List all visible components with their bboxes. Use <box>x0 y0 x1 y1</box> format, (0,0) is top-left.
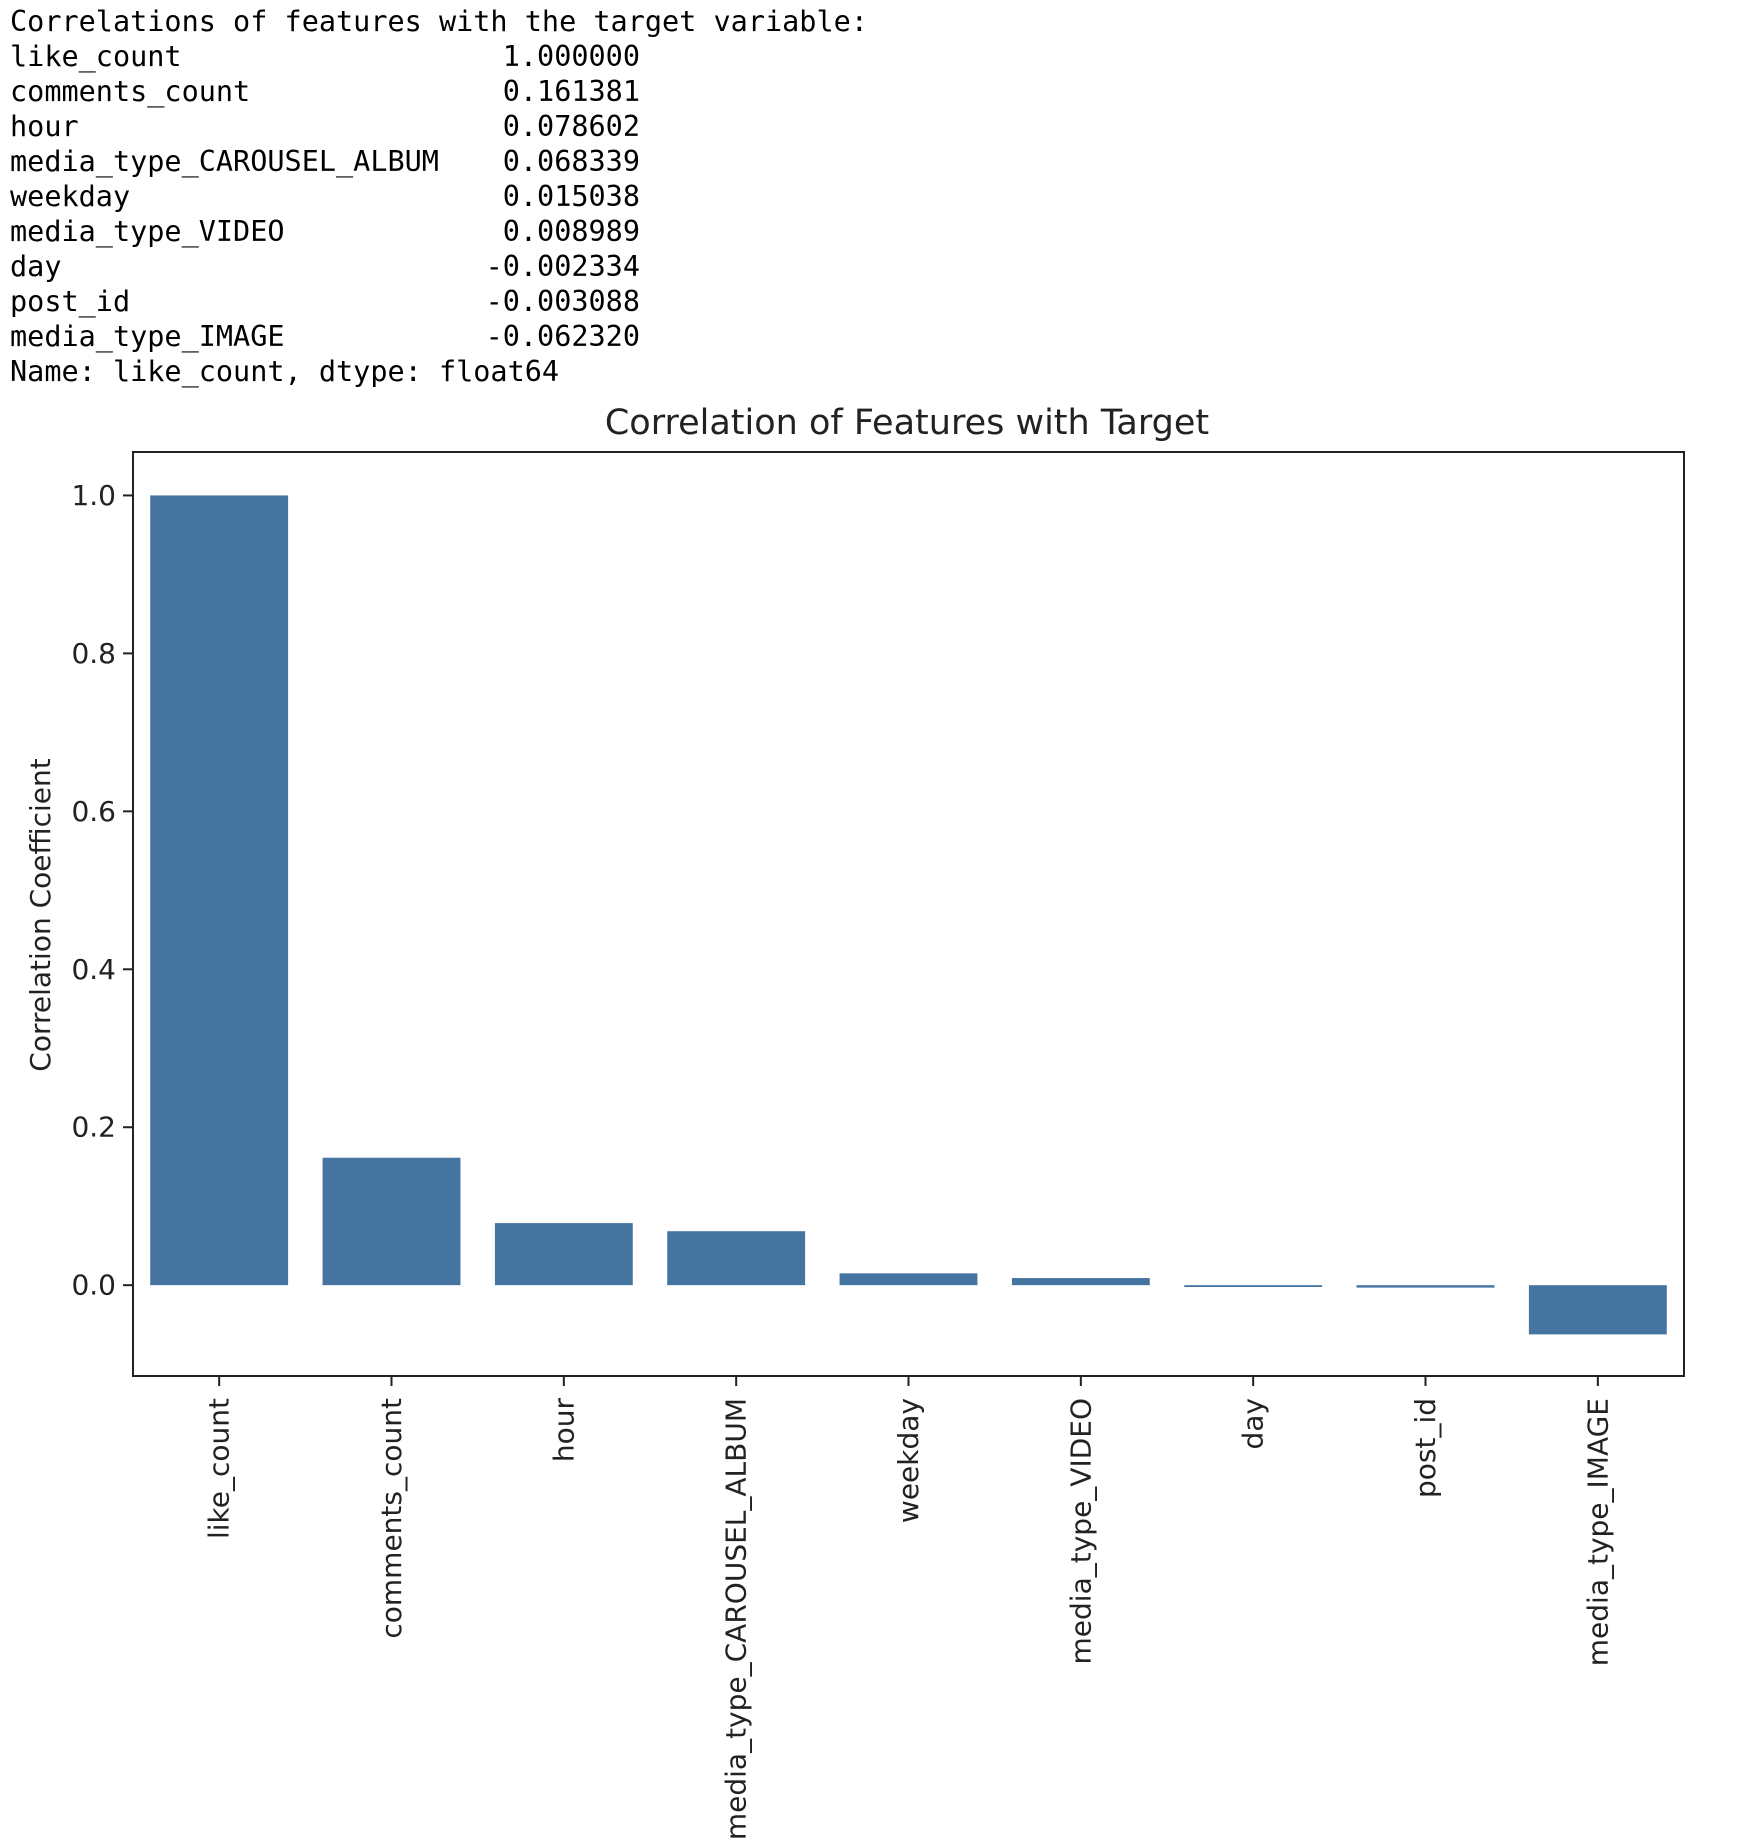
bar-like_count <box>150 495 289 1286</box>
console-feature-name: media_type_VIDEO <box>10 215 285 248</box>
console-feature-name: like_count <box>10 40 182 73</box>
y-axis: 0.0 0.2 0.4 0.6 0.8 1.0 <box>71 479 133 1302</box>
console-feature-name: post_id <box>10 285 131 318</box>
console-footer: Name: like_count, dtype: float64 <box>10 355 560 388</box>
console-feature-value: 1.000000 <box>502 40 640 73</box>
x-tick-label: day <box>1237 1398 1270 1450</box>
y-tick-label: 0.4 <box>71 953 116 986</box>
bar-media_type_IMAGE <box>1528 1285 1667 1335</box>
console-row: weekday 0.015038 <box>10 179 868 214</box>
y-tick-label: 1.0 <box>71 479 116 512</box>
bar-weekday <box>839 1273 978 1286</box>
console-row: media_type_IMAGE -0.062320 <box>10 319 868 354</box>
console-header: Correlations of features with the target… <box>10 5 868 38</box>
y-tick-label: 0.6 <box>71 795 116 828</box>
x-tick-label: like_count <box>203 1398 236 1539</box>
console-feature-value: -0.003088 <box>485 285 640 318</box>
bar-comments_count <box>322 1157 461 1286</box>
console-feature-name: media_type_CAROUSEL_ALBUM <box>10 145 439 178</box>
console-rows: like_count 1.000000 comments_count 0.161381… <box>10 39 868 354</box>
bar-media_type_VIDEO <box>1011 1278 1150 1286</box>
y-tick-label: 0.8 <box>71 637 116 670</box>
console-row: day -0.002334 <box>10 249 868 284</box>
y-axis-label: Correlation Coefficient <box>24 758 57 1071</box>
bar-day <box>1184 1285 1323 1288</box>
console-feature-value: 0.161381 <box>502 75 640 108</box>
console-feature-value: 0.078602 <box>502 110 640 143</box>
console-feature-name: hour <box>10 110 79 143</box>
console-row: like_count 1.000000 <box>10 39 868 74</box>
x-tick-label: media_type_IMAGE <box>1581 1398 1614 1666</box>
x-tick-label: hour <box>547 1398 580 1463</box>
chart-title: Correlation of Features with Target <box>605 403 1209 443</box>
console-feature-name: comments_count <box>10 75 251 108</box>
console-row: media_type_VIDEO 0.008989 <box>10 214 868 249</box>
y-tick-label: 0.2 <box>71 1111 116 1144</box>
console-feature-name: day <box>10 250 62 283</box>
console-row: comments_count 0.161381 <box>10 74 868 109</box>
x-tick-label: post_id <box>1409 1398 1442 1498</box>
y-tick-label: 0.0 <box>71 1269 116 1302</box>
console-row: media_type_CAROUSEL_ALBUM 0.068339 <box>10 144 868 179</box>
console-feature-name: weekday <box>10 180 131 213</box>
console-feature-name: media_type_IMAGE <box>10 320 285 353</box>
bar-post_id <box>1356 1285 1495 1288</box>
x-tick-label: media_type_CAROUSEL_ALBUM <box>720 1398 753 1840</box>
bar-media_type_CAROUSEL_ALBUM <box>667 1231 806 1286</box>
console-feature-value: 0.008989 <box>502 215 640 248</box>
x-tick-label: weekday <box>892 1398 925 1523</box>
console-row: hour 0.078602 <box>10 109 868 144</box>
console-output: Correlations of features with the target… <box>10 4 868 389</box>
console-feature-value: -0.002334 <box>485 250 640 283</box>
console-feature-value: -0.062320 <box>485 320 640 353</box>
bars-layer <box>150 495 1667 1335</box>
x-tick-label: media_type_VIDEO <box>1064 1398 1097 1664</box>
x-tick-label: comments_count <box>375 1398 408 1639</box>
console-feature-value: 0.068339 <box>502 145 640 178</box>
console-row: post_id -0.003088 <box>10 284 868 319</box>
x-axis: like_count comments_count hour media_type_C… <box>203 1376 1614 1840</box>
console-feature-value: 0.015038 <box>502 180 640 213</box>
bar-hour <box>494 1223 633 1286</box>
